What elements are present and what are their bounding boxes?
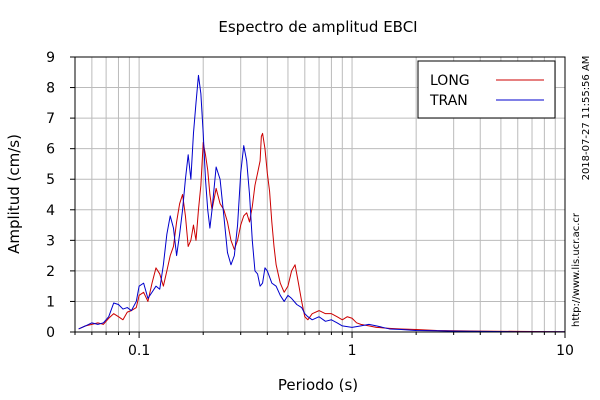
series-line-tran [78, 74, 565, 333]
x-tick-label: 0.1 [128, 343, 150, 359]
plot-frame [74, 56, 566, 333]
y-tick-label: 8 [46, 81, 55, 97]
y-tick-label: 9 [46, 50, 55, 66]
x-axis-ticks: 0.1 1 10 [74, 332, 574, 359]
y-tick-label: 0 [46, 325, 55, 341]
series-line-long [78, 132, 566, 333]
chart-title: Espectro de amplitud EBCI [218, 18, 417, 36]
x-tick-label: 10 [556, 343, 574, 359]
legend-box [417, 60, 556, 119]
y-axis-ticks: 0 1 2 3 4 5 6 7 8 9 [46, 50, 75, 341]
y-tick-label: 1 [46, 294, 55, 310]
series-group [78, 74, 566, 333]
y-tick-label: 2 [46, 264, 55, 280]
legend-label-long: LONG [430, 73, 470, 89]
y-axis-label: Amplitud (cm/s) [5, 134, 23, 254]
x-axis-label: Periodo (s) [278, 376, 358, 394]
y-tick-label: 3 [46, 233, 55, 249]
y-tick-label: 5 [46, 172, 55, 188]
source-url-label: http://www.lis.ucr.ac.cr [571, 212, 582, 327]
y-tick-label: 4 [46, 203, 55, 219]
legend: LONG TRAN [417, 60, 556, 119]
x-tick-label: 1 [348, 343, 357, 359]
y-tick-label: 7 [46, 111, 55, 127]
legend-label-tran: TRAN [429, 93, 468, 109]
timestamp-label: 2018-07-27 11:55:56 AM [581, 56, 592, 181]
y-tick-label: 6 [46, 142, 55, 158]
